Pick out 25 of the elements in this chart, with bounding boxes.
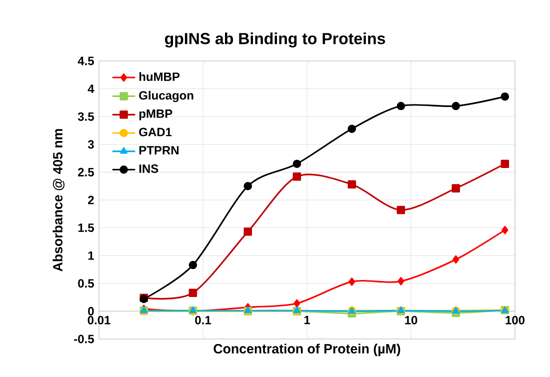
legend-label: INS [139, 164, 158, 173]
x-tick-label: 0.01 [88, 316, 110, 324]
legend-label: huMBP [139, 72, 180, 81]
legend-label: GAD1 [139, 128, 172, 136]
legend-label: PTPRN [139, 146, 178, 154]
x-tick-label: 0.1 [195, 316, 212, 324]
y-tick-label: 4.5 [78, 56, 94, 66]
y-tick-label: 3.5 [78, 112, 94, 121]
y-axis-title: Absorbance @ 405 nm [52, 129, 64, 272]
x-axis-title: Concentration of Protein (µM) [214, 344, 400, 356]
x-tick-label: 100 [506, 316, 525, 324]
x-tick-label: 10 [405, 316, 418, 324]
y-tick-label: 2.5 [78, 168, 94, 176]
y-tick-label: 4 [88, 84, 94, 93]
legend-label: pMBP [139, 110, 172, 120]
y-tick-label: 0 [88, 306, 94, 316]
y-tick-label: 0.5 [78, 279, 94, 288]
chart-title: gpINS ab Binding to Proteins [164, 32, 386, 48]
x-tick-label: 1 [304, 316, 310, 324]
legend-label: Glucagon [139, 90, 194, 102]
y-tick-label: 3 [88, 140, 94, 149]
y-tick-label: 1.5 [78, 224, 94, 232]
y-tick-label: 1 [88, 251, 94, 260]
y-tick-label: 2 [88, 196, 94, 204]
y-tick-label: -0.5 [74, 334, 94, 344]
